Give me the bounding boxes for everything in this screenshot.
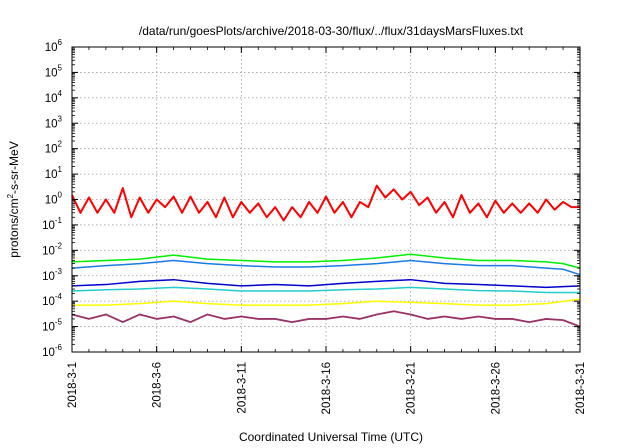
y-tick-exponent: -5 — [55, 318, 63, 327]
y-axis-label: protons/cm2-s-sr-MeV — [6, 141, 21, 257]
x-tick-label: 2018-3-26 — [490, 362, 502, 414]
series-line-4 — [71, 278, 581, 289]
y-tick-base: 10 — [42, 245, 55, 257]
y-tick-base: 10 — [45, 144, 58, 156]
x-tick-label: 2018-3-21 — [406, 362, 418, 414]
y-tick-base: 10 — [42, 347, 55, 359]
y-tick-exponent: -3 — [55, 267, 63, 276]
y-tick-label: 101 — [45, 165, 63, 181]
y-tick-base: 10 — [42, 322, 55, 334]
y-tick-base: 10 — [42, 271, 55, 283]
x-tick-label: 2018-3-16 — [321, 362, 333, 414]
y-tick-label: 106 — [45, 38, 63, 54]
y-tick-exponent: -1 — [55, 216, 63, 225]
x-tick-label: 2018-3-11 — [236, 362, 248, 414]
y-tick-exponent: -4 — [55, 292, 63, 301]
y-tick-exponent: 6 — [58, 38, 63, 47]
y-tick-base: 10 — [42, 296, 55, 308]
series-line-2 — [71, 253, 581, 269]
x-tick-label: 2018-3-6 — [152, 362, 164, 408]
y-tick-base: 10 — [42, 220, 55, 232]
y-tick-base: 10 — [45, 195, 58, 207]
x-axis: 2018-3-1 2018-3-6 2018-3-11 2018-3-16 2018-3… — [67, 47, 587, 414]
y-tick-base: 10 — [45, 93, 58, 105]
series-layer — [71, 184, 581, 328]
y-tick-label: 103 — [45, 114, 63, 130]
y-tick-label: 10-4 — [42, 292, 62, 308]
chart-title: /data/run/goesPlots/archive/2018-03-30/f… — [139, 24, 524, 38]
grid — [72, 47, 580, 352]
x-axis-label: Coordinated Universal Time (UTC) — [239, 430, 423, 444]
x-tick-label: 2018-3-1 — [67, 362, 79, 408]
y-tick-exponent: 3 — [58, 114, 63, 123]
y-tick-exponent: 5 — [58, 63, 63, 72]
y-tick-base: 10 — [45, 42, 58, 54]
series-line-3 — [71, 259, 581, 276]
y-axis-label-rest: -s-sr-MeV — [7, 141, 21, 194]
y-tick-exponent: 4 — [58, 89, 63, 98]
y-tick-label: 100 — [45, 191, 63, 207]
y-tick-label: 10-1 — [42, 216, 62, 232]
series-line-7 — [71, 310, 581, 328]
y-tick-label: 10-2 — [42, 241, 62, 257]
y-tick-exponent: -2 — [55, 241, 63, 250]
y-tick-label: 10-3 — [42, 267, 62, 283]
y-tick-label: 104 — [45, 89, 63, 105]
y-tick-label: 10-6 — [42, 343, 62, 359]
y-tick-exponent: 2 — [58, 140, 63, 149]
y-tick-label: 102 — [45, 140, 63, 156]
y-axis-label-base: protons/cm — [7, 198, 21, 257]
series-line-5 — [71, 286, 580, 294]
y-tick-label: 105 — [45, 63, 63, 79]
y-tick-base: 10 — [45, 67, 58, 79]
y-tick-exponent: 1 — [58, 165, 63, 174]
x-tick-label: 2018-3-31 — [575, 362, 587, 414]
y-axis: 10-610-510-410-310-210-11001011021031041… — [42, 38, 580, 359]
y-tick-base: 10 — [45, 169, 58, 181]
y-tick-exponent: -6 — [55, 343, 63, 352]
y-axis-label-superscript: 2 — [6, 193, 15, 198]
series-line-1 — [71, 184, 580, 222]
y-tick-exponent: 0 — [58, 191, 63, 200]
series-line-6 — [72, 298, 581, 306]
y-tick-label: 10-5 — [42, 318, 62, 334]
y-tick-base: 10 — [45, 118, 58, 130]
